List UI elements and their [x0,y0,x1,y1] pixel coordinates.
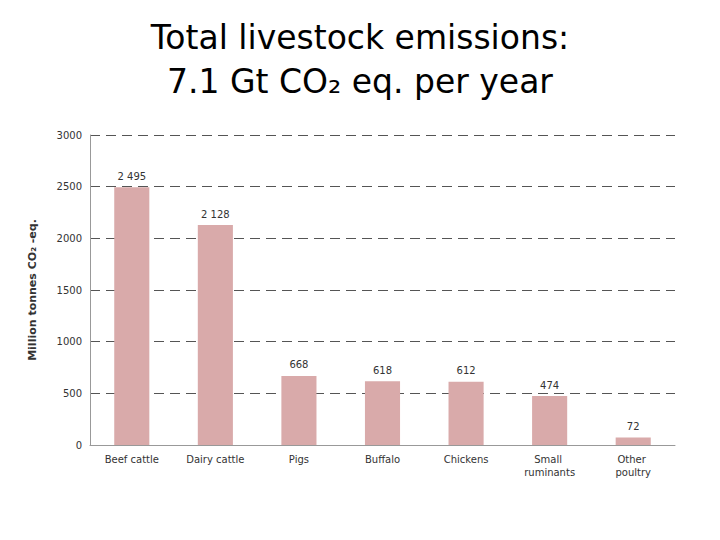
svg-text:500: 500 [63,388,82,399]
svg-text:0: 0 [76,440,82,451]
svg-text:2000: 2000 [57,233,82,244]
svg-text:Small: Small [534,454,565,465]
svg-text:7.1 Gt CO₂ eq. per year: 7.1 Gt CO₂ eq. per year [167,62,553,101]
svg-text:1500: 1500 [57,285,82,296]
svg-text:668: 668 [289,359,308,370]
svg-text:Million tonnes CO₂ -eq.: Million tonnes CO₂ -eq. [26,219,39,361]
svg-text:72: 72 [627,421,640,432]
svg-text:ruminants: ruminants [524,467,575,478]
svg-text:Buffalo: Buffalo [365,454,400,465]
svg-text:Dairy cattle: Dairy cattle [186,454,244,465]
svg-text:Beef cattle: Beef cattle [105,454,159,465]
svg-text:Other: Other [617,454,649,465]
svg-text:612: 612 [457,365,476,376]
svg-text:Chickens: Chickens [444,454,489,465]
svg-text:474: 474 [540,380,559,391]
svg-text:2500: 2500 [57,181,82,192]
svg-text:1000: 1000 [57,336,82,347]
svg-text:618: 618 [373,365,392,376]
svg-text:poultry: poultry [615,467,651,478]
svg-text:Pigs: Pigs [289,454,309,465]
svg-text:2 128: 2 128 [201,209,230,220]
svg-text:Total livestock emissions:: Total livestock emissions: [150,18,569,57]
svg-text:2 495: 2 495 [117,171,146,182]
svg-text:3000: 3000 [57,130,82,141]
